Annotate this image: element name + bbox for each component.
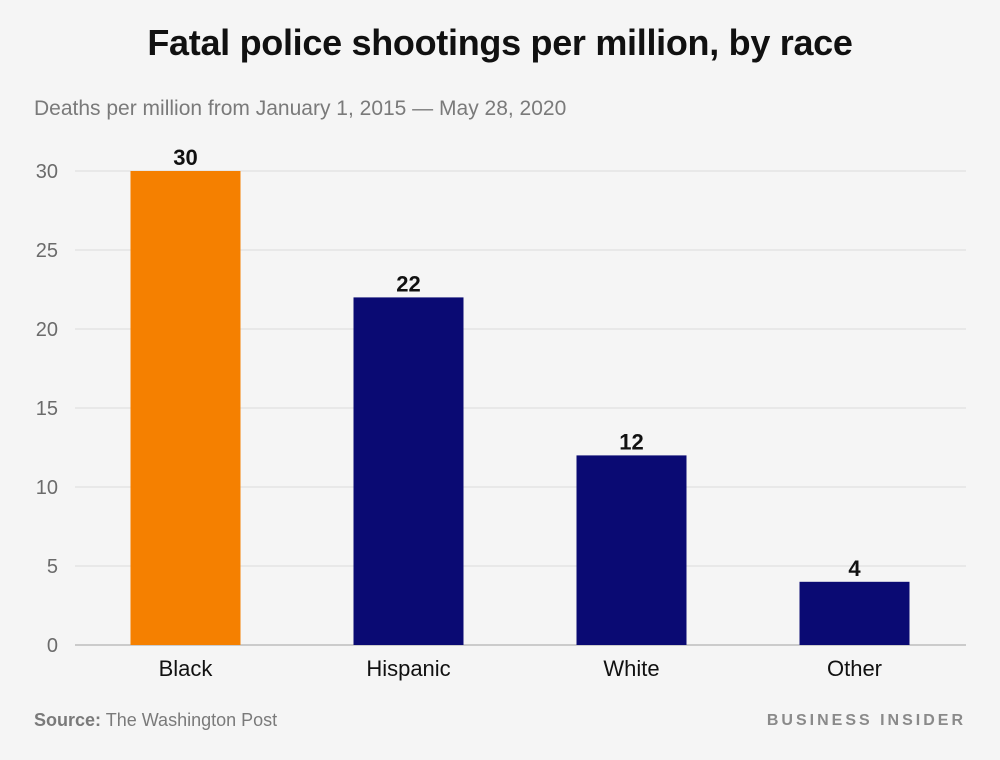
- bar-other: [799, 581, 910, 645]
- y-tick-label: 25: [36, 240, 58, 262]
- chart-subtitle: Deaths per million from January 1, 2015 …: [34, 97, 567, 120]
- y-tick-label: 20: [36, 319, 58, 341]
- source-text: The Washington Post: [105, 710, 278, 730]
- category-label-other: Other: [827, 656, 882, 681]
- brand-logo: BUSINESS INSIDER: [766, 712, 966, 729]
- source-label: Source:: [34, 710, 102, 730]
- value-label-black: 30: [173, 145, 197, 170]
- y-axis-ticks: 0 5 10 15 20 25 30: [36, 161, 58, 657]
- value-label-hispanic: 22: [396, 271, 420, 296]
- value-label-white: 12: [619, 429, 643, 454]
- value-labels: 30 22 12 4: [173, 145, 861, 581]
- y-tick-label: 0: [47, 635, 58, 657]
- y-tick-label: 10: [36, 477, 58, 499]
- category-label-white: White: [603, 656, 659, 681]
- bar-hispanic: [353, 297, 464, 645]
- bar-black: [130, 171, 241, 645]
- value-label-other: 4: [848, 556, 861, 581]
- y-tick-label: 15: [36, 398, 58, 420]
- y-tick-label: 5: [47, 556, 58, 578]
- bar-white: [576, 455, 687, 645]
- chart-title: Fatal police shootings per million, by r…: [147, 22, 853, 63]
- category-label-hispanic: Hispanic: [366, 656, 450, 681]
- bars: [130, 171, 910, 645]
- source-note: Source: The Washington Post: [34, 710, 277, 731]
- category-labels: Black Hispanic White Other: [159, 656, 882, 681]
- y-tick-label: 30: [36, 161, 58, 183]
- category-label-black: Black: [159, 656, 214, 681]
